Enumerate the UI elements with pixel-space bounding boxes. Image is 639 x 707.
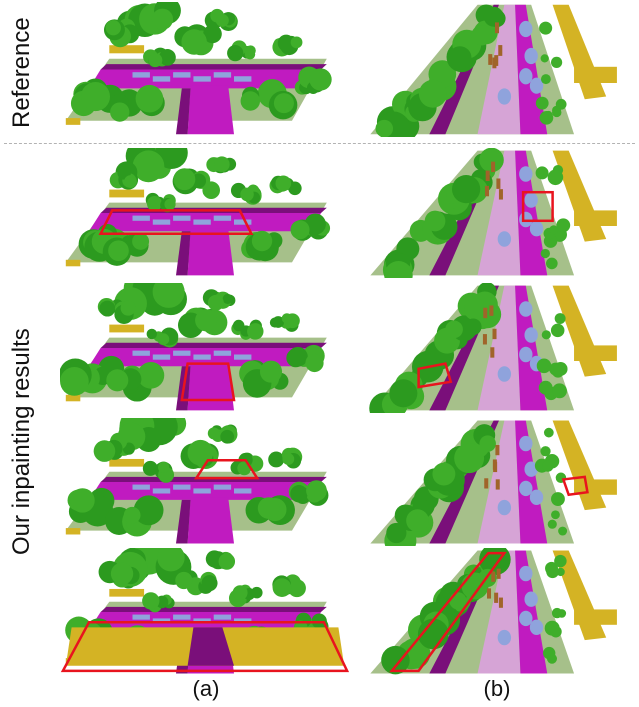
panel-b-result-4 [365, 548, 633, 676]
inpainting-results-label: Our inpainting results [8, 328, 35, 555]
column-a-label: (a) [192, 676, 220, 701]
scene-b-reference [370, 4, 617, 137]
scene-a-reference [65, 2, 332, 135]
scene-b-result-2 [369, 283, 617, 413]
scene-a-result-4 [60, 548, 350, 674]
panel-b-result-1 [365, 148, 633, 278]
scene-a-result-1 [65, 148, 331, 276]
scene-a-result-3 [65, 418, 329, 544]
panel-b-result-2 [365, 283, 633, 413]
scene-b-result-4 [370, 548, 617, 675]
reference-label: Reference [8, 17, 35, 128]
panel-a-result-3 [60, 418, 350, 546]
panel-a-result-2 [60, 283, 350, 413]
panel-b-result-3 [365, 418, 633, 546]
panel-a-result-1 [60, 148, 350, 278]
panel-a-reference [60, 2, 350, 137]
dashed-divider [4, 143, 635, 144]
panel-a-result-4 [60, 548, 350, 676]
column-b-label: (b) [483, 676, 511, 701]
scene-a-result-2 [60, 283, 327, 411]
panel-b-reference [365, 2, 633, 137]
scene-b-result-1 [370, 148, 617, 278]
scene-b-result-3 [370, 420, 617, 546]
